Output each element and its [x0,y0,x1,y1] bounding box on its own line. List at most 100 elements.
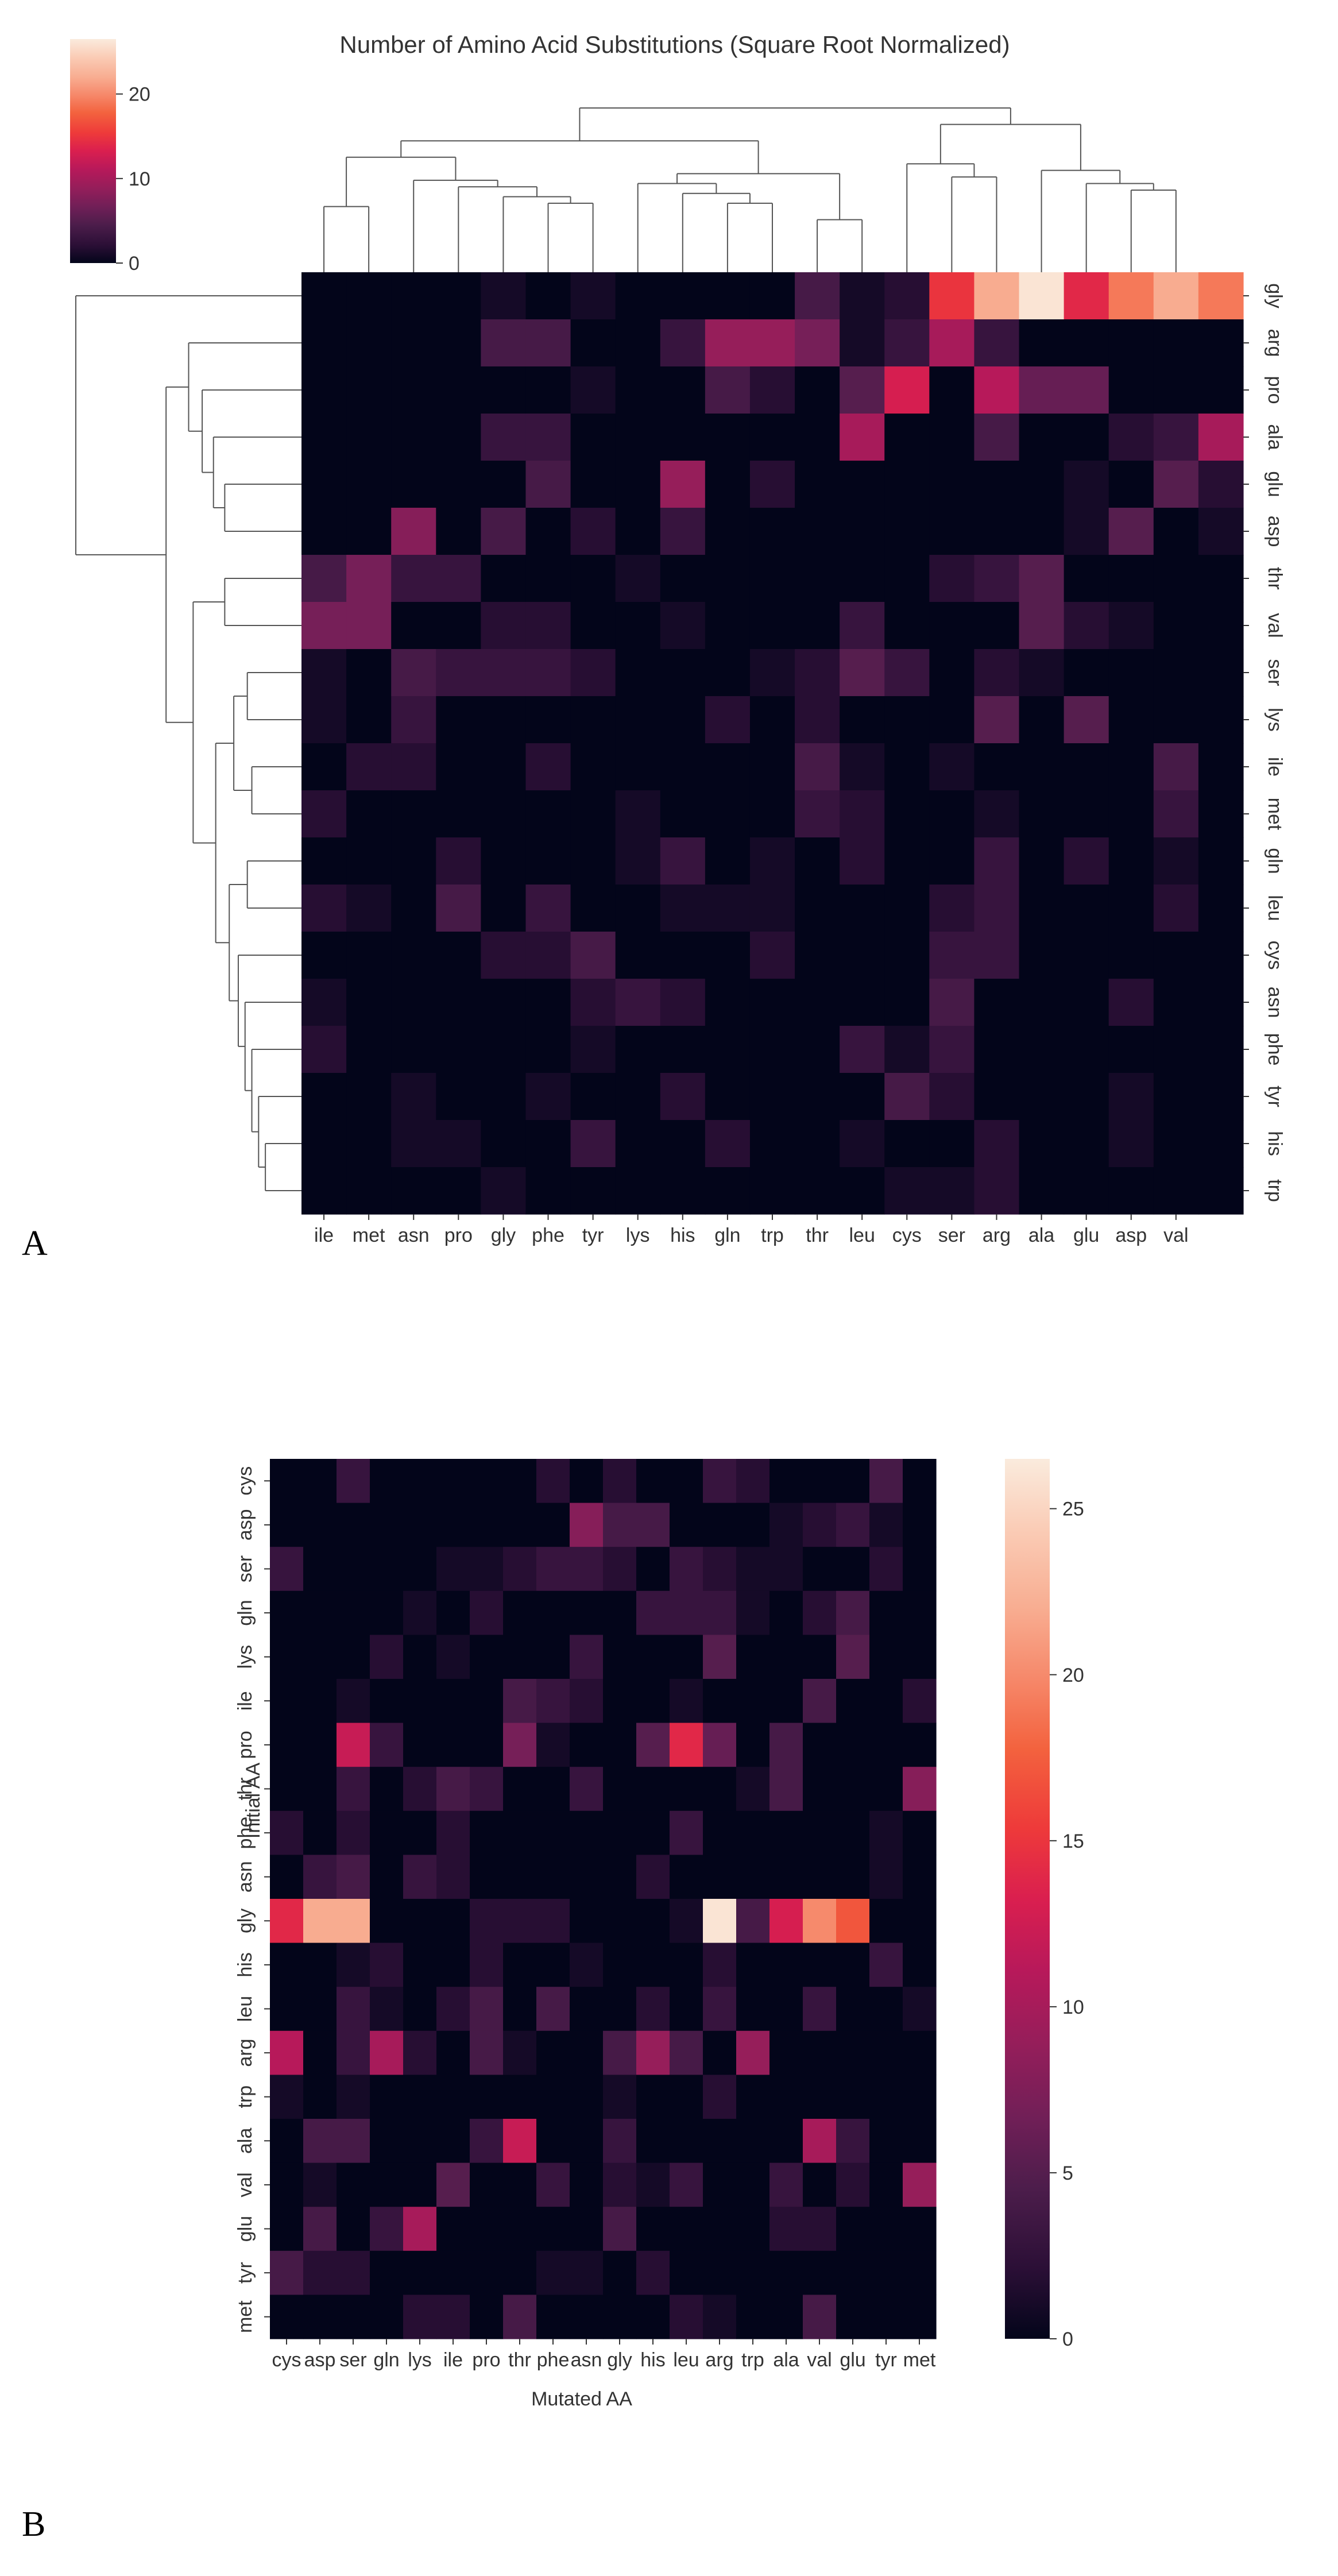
heatmap-cell [1153,1073,1199,1121]
heatmap-cell [705,649,751,697]
heatmap-cell [1064,1120,1109,1168]
y-tick-label: ile [1264,757,1286,777]
heatmap-cell [536,2119,570,2164]
heatmap-cell [503,2295,537,2339]
heatmap-cell [840,272,885,320]
heatmap-cell [929,1167,975,1215]
heatmap-cell [1019,743,1065,791]
heatmap-cell [1064,461,1109,508]
x-tick-label: lys [626,1225,650,1246]
heatmap-cell [346,885,392,932]
heatmap-cell [1064,885,1109,932]
heatmap-cell [1108,555,1154,603]
heatmap-cell [974,696,1020,744]
heatmap-cell [670,1723,703,1767]
heatmap-cell [303,2075,337,2119]
heatmap-cell [769,1810,803,1855]
heatmap-cell [974,461,1020,508]
y-tick-label: pro [1264,376,1286,404]
colorbar-tick-label: 10 [1062,1996,1084,2018]
heatmap-cell [370,1590,404,1635]
y-tick-label: his [1264,1131,1286,1156]
heatmap-cell [749,649,795,697]
heatmap-cell [570,1899,604,1944]
heatmap-cell [503,2250,537,2295]
heatmap-cell [503,1942,537,1987]
heatmap-cell [1019,272,1065,320]
heatmap-cell [470,1679,504,1724]
heatmap-cell [705,461,751,508]
heatmap-cell [660,932,706,979]
heatmap-cell [769,1855,803,1899]
heatmap-cell [436,649,481,697]
heatmap-cell [615,461,661,508]
colorbar-ticks: 0 10 20 [116,84,150,275]
heatmap-cell [503,1547,537,1592]
heatmap-cell [974,1026,1020,1073]
heatmap-cell [803,1810,837,1855]
heatmap-cell [536,1942,570,1987]
y-tick-labels: cys asp ser gln lys ile pro thr phe asn gly his leu a… [234,1466,270,2333]
heatmap-cell [346,1120,392,1168]
heatmap-cell [840,885,885,932]
heatmap-cell [929,979,975,1026]
heatmap-cell [615,272,661,320]
heatmap-cell [436,2119,470,2164]
heatmap-cell [670,2075,703,2119]
heatmap-cell [836,1767,870,1812]
heatmap-cell [636,1987,670,2032]
heatmap-cell [869,1635,903,1679]
heatmap-cell [795,649,840,697]
heatmap-cell [660,1026,706,1073]
heatmap-cell [615,790,661,838]
heatmap-cell [1108,508,1154,555]
heatmap-cell [603,1723,637,1767]
heatmap-cell [403,2119,437,2164]
heatmap-cell [869,2075,903,2119]
heatmap-cell [301,272,347,320]
heatmap-cell [1108,1167,1154,1215]
heatmap-cell [703,1590,737,1635]
heatmap-cell [703,1723,737,1767]
heatmap-cell [536,2295,570,2339]
heatmap-cell [346,508,392,555]
heatmap-cell [1064,790,1109,838]
heatmap-cell [403,1547,437,1592]
heatmap-cell [570,1855,604,1899]
heatmap-cell [481,979,527,1026]
heatmap-cell [570,1723,604,1767]
heatmap-cell [703,2207,737,2251]
heatmap-cell [884,743,930,791]
heatmap-cell [270,1810,304,1855]
heatmap-cell [1198,508,1244,555]
heatmap-cell [570,2295,604,2339]
heatmap-cell [301,555,347,603]
heatmap-cell [769,2250,803,2295]
heatmap-cell [303,1723,337,1767]
heatmap-cell [703,1899,737,1944]
heatmap-cell [749,1120,795,1168]
heatmap-cell [346,461,392,508]
heatmap-cell [903,1899,937,1944]
heatmap-cell [1019,602,1065,650]
heatmap-cell [346,366,392,414]
x-tick-label: gly [607,2349,632,2371]
heatmap-cell [636,1942,670,1987]
heatmap-cell [769,1635,803,1679]
heatmap-cell [1153,837,1199,885]
heatmap-cell [803,1942,837,1987]
heatmap-cell [736,1855,770,1899]
heatmap-cell [836,1679,870,1724]
heatmap-cell [660,649,706,697]
heatmap-cell [703,1767,737,1812]
heatmap-cell [736,1459,770,1504]
heatmap-cell [570,2030,604,2075]
heatmap-cell [301,602,347,650]
heatmap-cell [974,272,1020,320]
colorbar-tick-label: 20 [1062,1664,1084,1686]
x-tick-label: arg [983,1225,1011,1246]
heatmap-cell [929,366,975,414]
heatmap-cell [536,2250,570,2295]
heatmap-cell [525,1073,571,1121]
heatmap-cell [615,555,661,603]
